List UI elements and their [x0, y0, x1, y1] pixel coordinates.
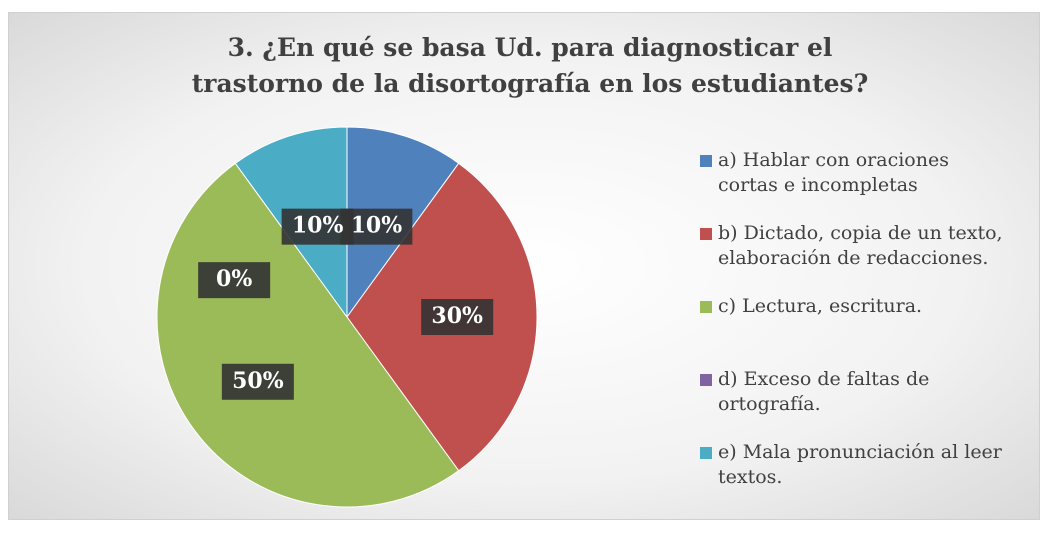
data-label-box: [281, 208, 354, 245]
data-label: 10%: [292, 213, 344, 239]
legend-marker: [700, 447, 712, 459]
data-label-box: [221, 363, 294, 400]
chart-title: 3. ¿En qué se basa Ud. para diagnosticar…: [191, 33, 869, 98]
legend-item: e) Mala pronunciación al leer textos.: [700, 440, 1010, 513]
legend-label: c) Lectura, escritura.: [718, 295, 923, 317]
legend-item: d) Exceso de faltas de ortografía.: [700, 367, 1010, 440]
data-label: 30%: [431, 303, 483, 329]
data-label: 10%: [351, 213, 403, 239]
legend-marker: [700, 301, 712, 313]
data-label-group: 50%: [221, 363, 294, 400]
data-label: 50%: [232, 368, 284, 394]
legend-item: c) Lectura, escritura.: [700, 294, 1010, 367]
legend-marker: [700, 155, 712, 167]
data-label-box: [198, 262, 271, 299]
data-label-group: 0%: [198, 262, 271, 299]
pie-slice: [156, 162, 460, 508]
legend: a) Hablar con oraciones cortas e incompl…: [700, 148, 1010, 513]
legend-label: b) Dictado, copia de un texto, elaboraci…: [718, 222, 1003, 269]
legend-marker: [700, 228, 712, 240]
data-label-group: 30%: [421, 299, 494, 335]
legend-marker: [700, 374, 712, 386]
legend-item: a) Hablar con oraciones cortas e incompl…: [700, 148, 1010, 221]
legend-label: a) Hablar con oraciones cortas e incompl…: [718, 149, 949, 196]
legend-label: e) Mala pronunciación al leer textos.: [718, 441, 1002, 488]
legend-item: b) Dictado, copia de un texto, elaboraci…: [700, 221, 1010, 294]
data-label: 0%: [216, 266, 252, 292]
legend-label: d) Exceso de faltas de ortografía.: [718, 368, 930, 415]
data-label-box: [421, 299, 494, 335]
data-label-group: 10%: [281, 208, 354, 245]
